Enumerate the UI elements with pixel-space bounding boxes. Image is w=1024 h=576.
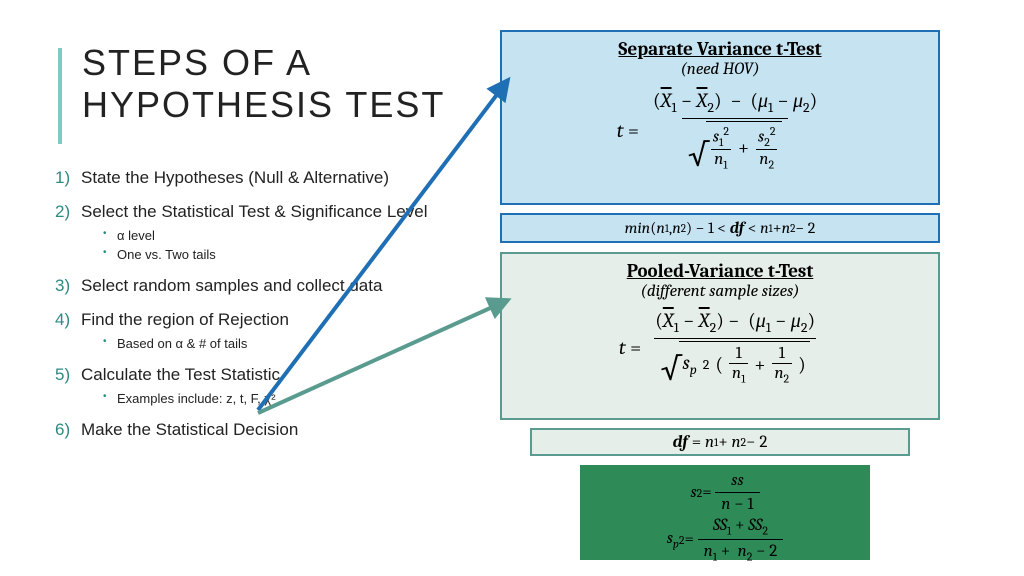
step-subitem: Based on α & # of tails xyxy=(103,336,485,351)
df-range-formula: min(n1, n2) − 1 < df < n1 + n2 − 2 xyxy=(502,215,938,241)
title-line-2: HYPOTHESIS TEST xyxy=(82,84,445,126)
step-number: 3) xyxy=(55,276,81,296)
step-subitem: α level xyxy=(103,228,485,243)
steps-list: 1)State the Hypotheses (Null & Alternati… xyxy=(55,168,485,454)
box1-subtitle: (need HOV) xyxy=(502,60,938,79)
slide-title: STEPS OF A HYPOTHESIS TEST xyxy=(82,42,445,126)
step-sublist: α level One vs. Two tails xyxy=(103,228,485,262)
step-subitem: Examples include: z, t, F, χ² xyxy=(103,391,485,406)
separate-variance-box: Separate Variance t-Test (need HOV) t = … xyxy=(500,30,940,205)
step-sublist: Based on α & # of tails xyxy=(103,336,485,351)
title-accent-bar xyxy=(58,48,62,144)
step-item: 2)Select the Statistical Test & Signific… xyxy=(55,202,485,262)
pooled-variance-box: Pooled-Variance t-Test (different sample… xyxy=(500,252,940,420)
step-text: Select the Statistical Test & Significan… xyxy=(81,202,427,221)
step-number: 2) xyxy=(55,202,81,222)
step-text: Select random samples and collect data xyxy=(81,276,382,295)
sp2-formula: sp2 = SS1 + SS2 n1 + n2 − 2 xyxy=(582,516,868,564)
step-item: 4)Find the region of Rejection Based on α… xyxy=(55,310,485,351)
step-text: Find the region of Rejection xyxy=(81,310,289,329)
box3-title: Pooled-Variance t-Test xyxy=(502,260,938,282)
box3-subtitle: (different sample sizes) xyxy=(502,282,938,301)
step-text: Calculate the Test Statistic xyxy=(81,365,280,384)
pooled-df-formula: df = n1 + n2 − 2 xyxy=(532,430,908,454)
step-item: 1)State the Hypotheses (Null & Alternati… xyxy=(55,168,485,188)
step-number: 6) xyxy=(55,420,81,440)
step-item: 6)Make the Statistical Decision xyxy=(55,420,485,440)
step-item: 3)Select random samples and collect data xyxy=(55,276,485,296)
pooled-df-box: df = n1 + n2 − 2 xyxy=(530,428,910,456)
step-sublist: Examples include: z, t, F, χ² xyxy=(103,391,485,406)
step-number: 5) xyxy=(55,365,81,385)
box1-formula: t = (X1 − X2) − (μ1 − μ2) √ s12n1 + s22n… xyxy=(502,89,938,171)
step-number: 1) xyxy=(55,168,81,188)
df-range-box: min(n1, n2) − 1 < df < n1 + n2 − 2 xyxy=(500,213,940,243)
step-text: Make the Statistical Decision xyxy=(81,420,298,439)
variance-formulas-box: s2 = ssn − 1 sp2 = SS1 + SS2 n1 + n2 − 2 xyxy=(580,465,870,560)
box1-title: Separate Variance t-Test xyxy=(502,38,938,60)
step-item: 5)Calculate the Test Statistic Examples i… xyxy=(55,365,485,406)
step-subitem: One vs. Two tails xyxy=(103,247,485,262)
box3-formula: t = (X1 − X2) − (μ1 − μ2) √ sp2 ( 1n1 + … xyxy=(502,309,938,385)
title-line-1: STEPS OF A xyxy=(82,42,445,84)
s2-formula: s2 = ssn − 1 xyxy=(582,471,868,514)
step-text: State the Hypotheses (Null & Alternative… xyxy=(81,168,389,187)
slide: STEPS OF A HYPOTHESIS TEST 1)State the H… xyxy=(0,0,1024,576)
step-number: 4) xyxy=(55,310,81,330)
